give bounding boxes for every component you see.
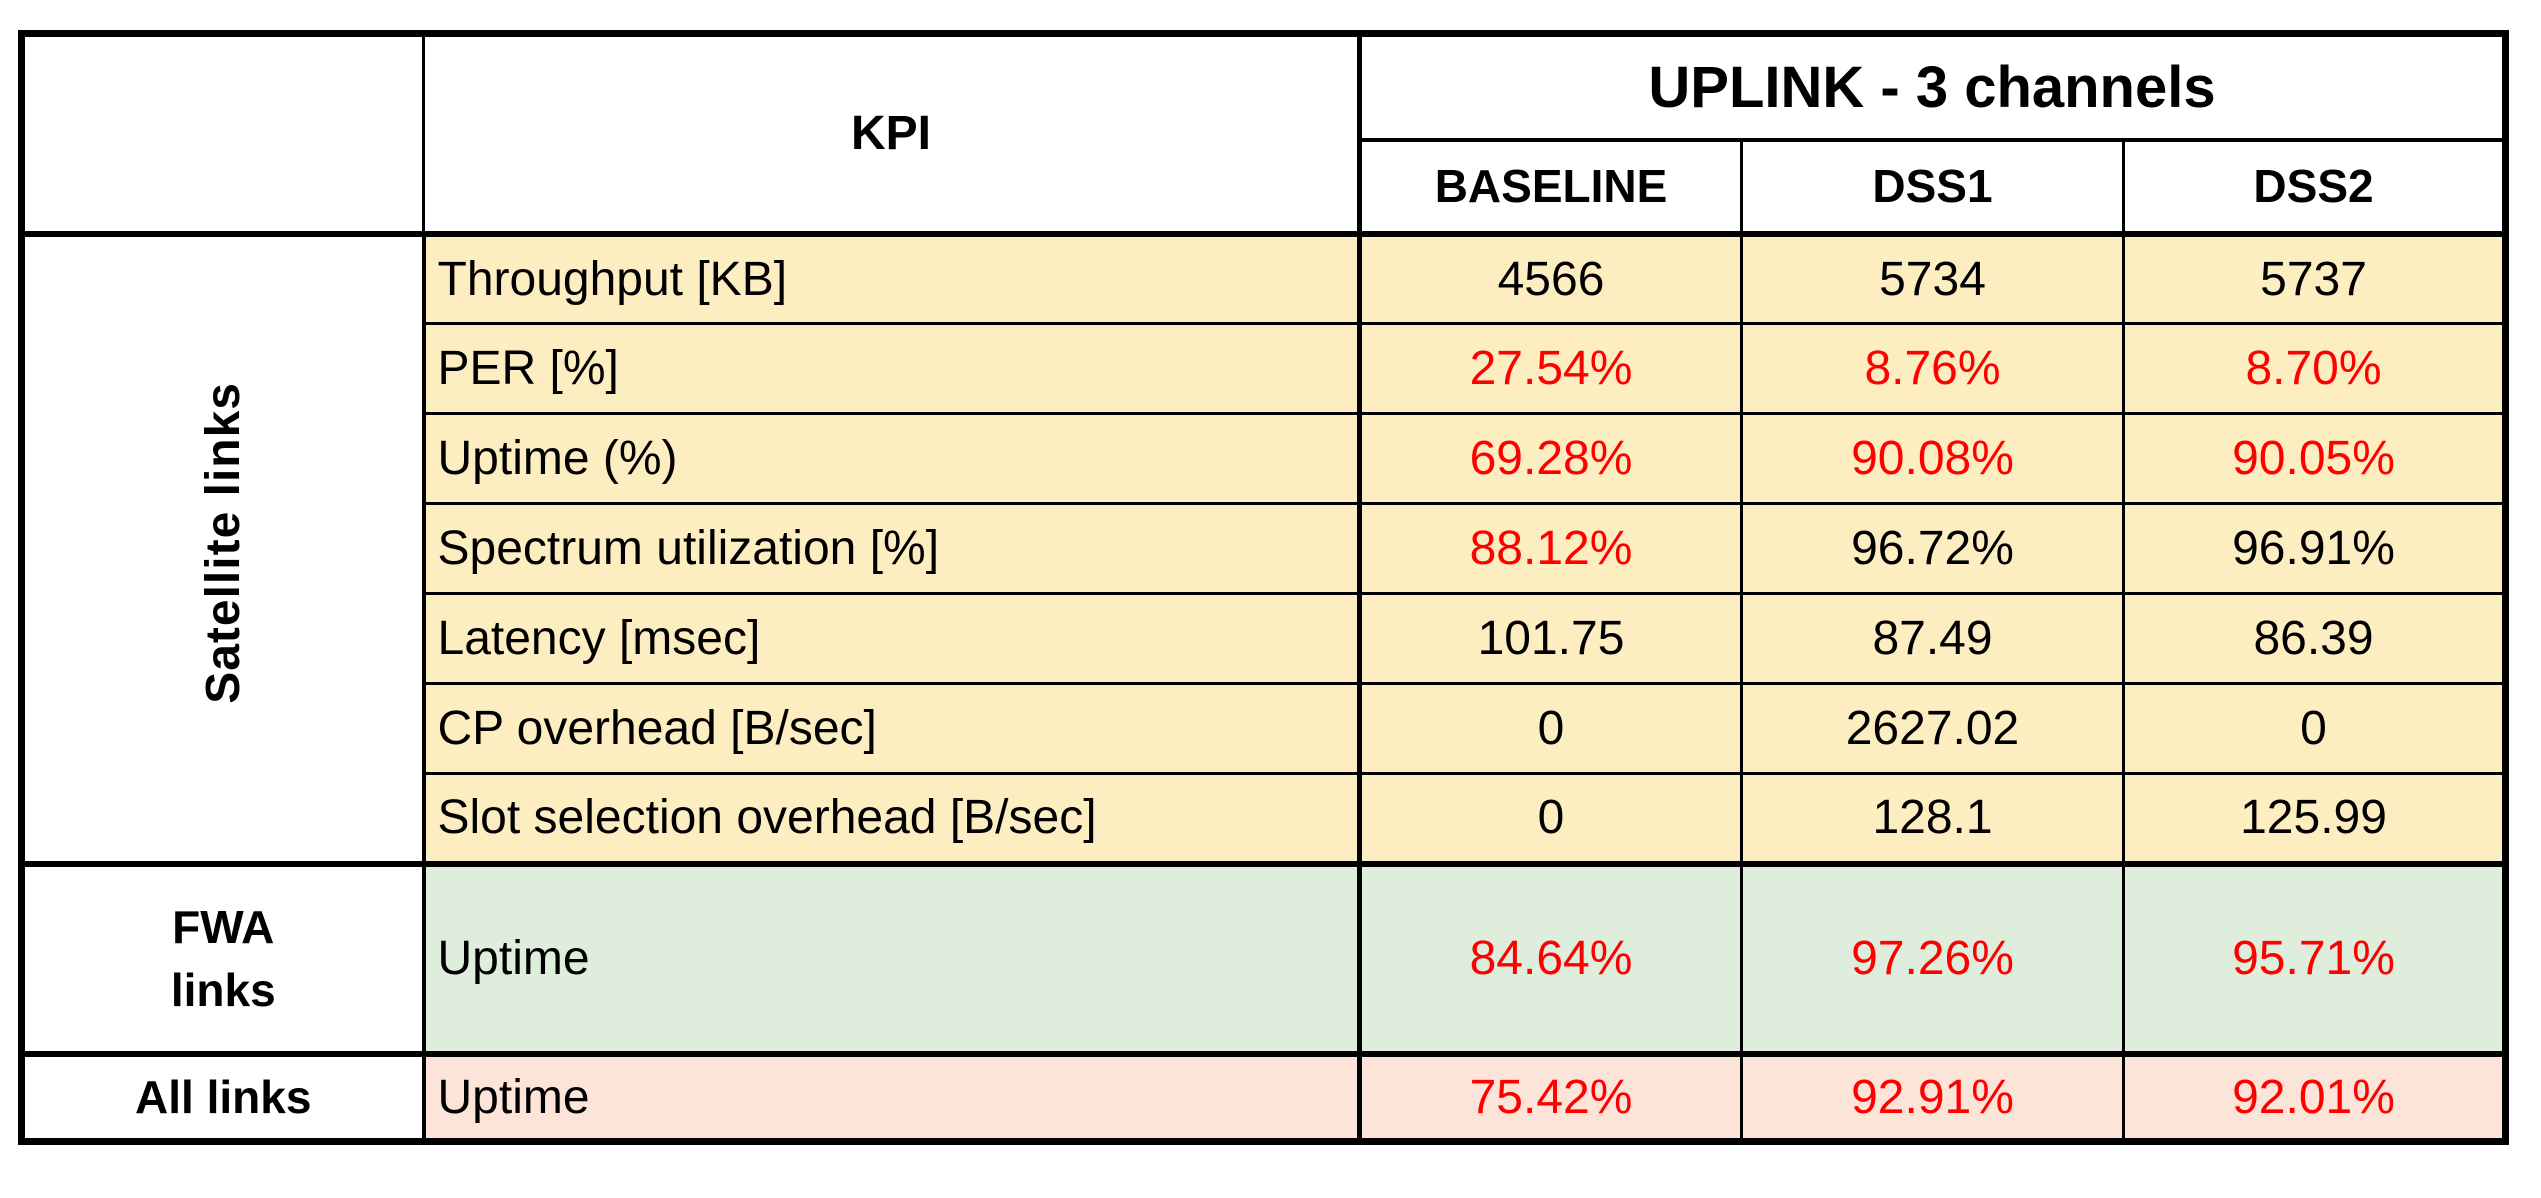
value-cell-dss1: 96.72% <box>1740 502 2125 595</box>
value-cell-baseline: 88.12% <box>1358 502 1743 595</box>
table-row: PER [%] 27.54% 8.76% 8.70% <box>22 322 2508 415</box>
kpi-cell: CP overhead [B/sec] <box>422 682 1362 775</box>
kpi-cell: PER [%] <box>422 322 1362 415</box>
table-row: FWA links Uptime 84.64% 97.26% 95.71% <box>20 860 2508 1057</box>
value-cell-dss1: 2627.02 <box>1740 682 2125 775</box>
group-label: Satellite links <box>196 382 250 704</box>
value-cell-dss2: 95.71% <box>2121 860 2508 1057</box>
value-cell-dss2: 0 <box>2121 682 2508 775</box>
table-row: Slot selection overhead [B/sec] 0 128.1 125… <box>22 772 2508 865</box>
kpi-results-table-wrap: KPI UPLINK - 3 channels BASELINE DSS1 DS… <box>18 30 2510 1145</box>
value-cell-dss2: 5737 <box>2121 232 2508 325</box>
group-label: FWA links <box>170 901 276 1016</box>
kpi-cell: Throughput [KB] <box>422 232 1362 325</box>
table-row: All links Uptime 75.42% 92.91% 92.01% <box>20 1050 2508 1143</box>
value-cell-dss1: 128.1 <box>1740 772 2125 865</box>
group-label: All links <box>135 1071 312 1124</box>
value-cell-dss2: 8.70% <box>2121 322 2508 415</box>
group-cell-satellite-links: Satellite links <box>20 232 426 865</box>
kpi-cell: Spectrum utilization [%] <box>422 502 1362 595</box>
value-cell-baseline: 0 <box>1358 682 1743 775</box>
value-cell-baseline: 69.28% <box>1358 412 1743 505</box>
value-cell-dss1: 87.49 <box>1740 592 2125 685</box>
value-cell-dss2: 92.01% <box>2121 1050 2508 1143</box>
kpi-results-table: KPI UPLINK - 3 channels BASELINE DSS1 DS… <box>18 30 2510 1145</box>
kpi-column-header: KPI <box>422 32 1362 237</box>
value-cell-dss2: 125.99 <box>2121 772 2508 865</box>
kpi-cell: Slot selection overhead [B/sec] <box>422 772 1362 865</box>
table-body: Satellite links Throughput [KB] 4566 5734 57… <box>20 232 2508 1143</box>
value-cell-dss1: 5734 <box>1740 232 2125 325</box>
kpi-cell: Latency [msec] <box>422 592 1362 685</box>
table-row: Satellite links Throughput [KB] 4566 5734 57… <box>20 232 2508 865</box>
group-cell-all-links: All links <box>20 1050 426 1143</box>
table-row: Spectrum utilization [%] 88.12% 96.72% 96.9… <box>22 502 2508 595</box>
value-cell-baseline: 101.75 <box>1358 592 1743 685</box>
value-cell-baseline: 0 <box>1358 772 1743 865</box>
value-cell-dss1: 8.76% <box>1740 322 2125 415</box>
value-cell-dss1: 90.08% <box>1740 412 2125 505</box>
table-row: Latency [msec] 101.75 87.49 86.39 <box>22 592 2508 685</box>
kpi-cell: Uptime <box>422 1050 1362 1143</box>
uplink-group-header: UPLINK - 3 channels <box>1356 32 2508 142</box>
table-row: CP overhead [B/sec] 0 2627.02 0 <box>22 682 2508 775</box>
value-cell-baseline: 4566 <box>1358 232 1743 325</box>
column-header-dss2: DSS2 <box>2121 138 2508 237</box>
table-header: KPI UPLINK - 3 channels BASELINE DSS1 DS… <box>20 32 2508 237</box>
column-header-dss1: DSS1 <box>1740 138 2125 237</box>
value-cell-dss1: 92.91% <box>1740 1050 2125 1143</box>
value-cell-baseline: 27.54% <box>1358 322 1743 415</box>
kpi-cell: Uptime <box>422 860 1362 1057</box>
value-cell-dss2: 86.39 <box>2121 592 2508 685</box>
value-cell-baseline: 84.64% <box>1358 860 1743 1057</box>
table-row: Uptime (%) 69.28% 90.08% 90.05% <box>22 412 2508 505</box>
value-cell-baseline: 75.42% <box>1358 1050 1743 1143</box>
kpi-cell: Uptime (%) <box>422 412 1362 505</box>
value-cell-dss1: 97.26% <box>1740 860 2125 1057</box>
corner-cell <box>20 32 425 237</box>
group-cell-fwa-links: FWA links <box>20 860 426 1057</box>
value-cell-dss2: 90.05% <box>2121 412 2508 505</box>
column-header-baseline: BASELINE <box>1357 138 1743 237</box>
value-cell-dss2: 96.91% <box>2121 502 2508 595</box>
